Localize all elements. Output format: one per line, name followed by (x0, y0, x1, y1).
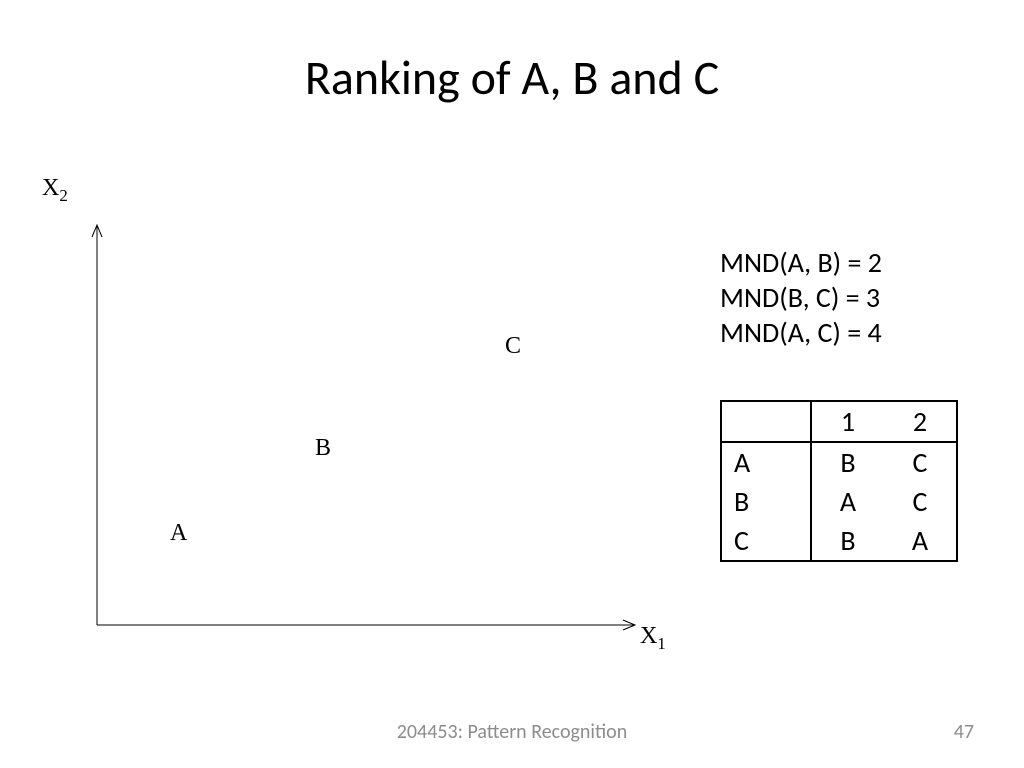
table-row: B A C (721, 482, 957, 521)
scatter-chart: X2 X1 A B C (40, 175, 680, 675)
point-a-label: A (170, 520, 187, 547)
mnd-line: MND(A, C) = 4 (720, 315, 882, 350)
table-cell: A (721, 442, 811, 482)
table-header-row: 1 2 (721, 401, 957, 442)
point-c-label: C (505, 333, 521, 360)
table-header-cell: 1 (811, 401, 884, 442)
table-cell: C (884, 482, 957, 521)
footer-course: 204453: Pattern Recognition (0, 720, 1024, 744)
ranking-table: 1 2 A B C B A C C B A (720, 400, 958, 562)
table-cell: B (811, 521, 884, 561)
slide: Ranking of A, B and C X2 X1 A B C MND(A,… (0, 0, 1024, 768)
table-header-cell: 2 (884, 401, 957, 442)
x-axis-label: X1 (640, 623, 666, 654)
mnd-values: MND(A, B) = 2 MND(B, C) = 3 MND(A, C) = … (720, 245, 882, 350)
table-cell: B (811, 442, 884, 482)
table-cell: A (884, 521, 957, 561)
table-cell: A (811, 482, 884, 521)
table-cell: C (721, 521, 811, 561)
axes-svg (40, 175, 680, 675)
mnd-line: MND(A, B) = 2 (720, 245, 882, 280)
y-axis-label: X2 (42, 175, 68, 206)
footer-page-number: 47 (954, 720, 974, 744)
table-cell: B (721, 482, 811, 521)
table-row: C B A (721, 521, 957, 561)
table-header-cell (721, 401, 811, 442)
point-b-label: B (315, 435, 331, 462)
mnd-line: MND(B, C) = 3 (720, 280, 882, 315)
table-cell: C (884, 442, 957, 482)
page-title: Ranking of A, B and C (0, 48, 1024, 107)
table-row: A B C (721, 442, 957, 482)
